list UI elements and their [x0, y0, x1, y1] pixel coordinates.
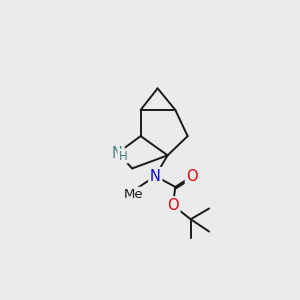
Text: N: N [112, 146, 123, 160]
Text: N: N [150, 169, 161, 184]
Text: Me: Me [124, 188, 143, 201]
Text: O: O [167, 198, 179, 213]
Text: H: H [118, 150, 127, 163]
Text: O: O [186, 169, 198, 184]
